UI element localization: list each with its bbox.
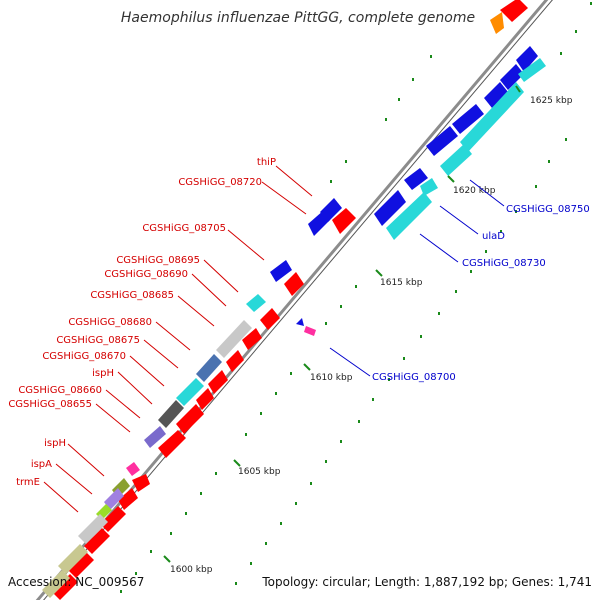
- label-cgshigg-08750[interactable]: CGSHiGG_08750: [506, 204, 590, 215]
- label-cgshigg-08690[interactable]: CGSHiGG_08690: [104, 269, 188, 280]
- label-cgshigg-08670[interactable]: CGSHiGG_08670: [42, 351, 126, 362]
- feature-label-texts-left: thiP CGSHiGG_08720 CGSHiGG_08705 CGSHiGG…: [8, 157, 276, 488]
- label-isph-1[interactable]: ispH: [92, 368, 114, 379]
- label-cgshigg-08655[interactable]: CGSHiGG_08655: [8, 399, 92, 410]
- label-cgshigg-08680[interactable]: CGSHiGG_08680: [68, 317, 152, 328]
- label-cgshigg-08700[interactable]: CGSHiGG_08700: [372, 372, 456, 383]
- feature-labels-left: [43, 165, 313, 513]
- label-isph-2[interactable]: ispH: [44, 438, 66, 449]
- tick-label-1625: 1625 kbp: [530, 96, 573, 106]
- tick-label-1600: 1600 kbp: [170, 565, 213, 575]
- reverse-strand-features[interactable]: [296, 46, 546, 336]
- feature-labels-right: [329, 179, 505, 377]
- label-cgshigg-08695[interactable]: CGSHiGG_08695: [116, 255, 200, 266]
- label-cgshigg-08660[interactable]: CGSHiGG_08660: [18, 385, 102, 396]
- dot-grid: [120, 2, 592, 593]
- label-cgshigg-08720[interactable]: CGSHiGG_08720: [178, 177, 262, 188]
- accession-text: Accession: NC_009567: [8, 575, 144, 589]
- forward-strand-features[interactable]: [52, 0, 528, 600]
- label-ulad[interactable]: ulaD: [482, 231, 505, 242]
- label-ispa[interactable]: ispA: [31, 459, 52, 470]
- label-trme[interactable]: trmE: [16, 477, 40, 488]
- feature-label-texts-right: CGSHiGG_08750 ulaD CGSHiGG_08730 CGSHiGG…: [372, 204, 590, 383]
- genome-summary-text: Topology: circular; Length: 1,887,192 bp…: [261, 575, 592, 589]
- label-thiP[interactable]: thiP: [257, 157, 276, 168]
- label-cgshigg-08705[interactable]: CGSHiGG_08705: [142, 223, 226, 234]
- left-lane-features[interactable]: [42, 198, 342, 598]
- tick-label-1605: 1605 kbp: [238, 467, 281, 477]
- tick-label-1620: 1620 kbp: [453, 186, 496, 196]
- label-cgshigg-08675[interactable]: CGSHiGG_08675: [56, 335, 140, 346]
- label-cgshigg-08685[interactable]: CGSHiGG_08685: [90, 290, 174, 301]
- tick-label-1615: 1615 kbp: [380, 278, 423, 288]
- map-title: Haemophilus influenzae PittGG, complete …: [121, 10, 475, 26]
- label-cgshigg-08730[interactable]: CGSHiGG_08730: [462, 258, 546, 269]
- tick-label-1610: 1610 kbp: [310, 373, 353, 383]
- scale-ticks: 1625 kbp 1620 kbp 1615 kbp 1610 kbp 1605…: [163, 85, 573, 575]
